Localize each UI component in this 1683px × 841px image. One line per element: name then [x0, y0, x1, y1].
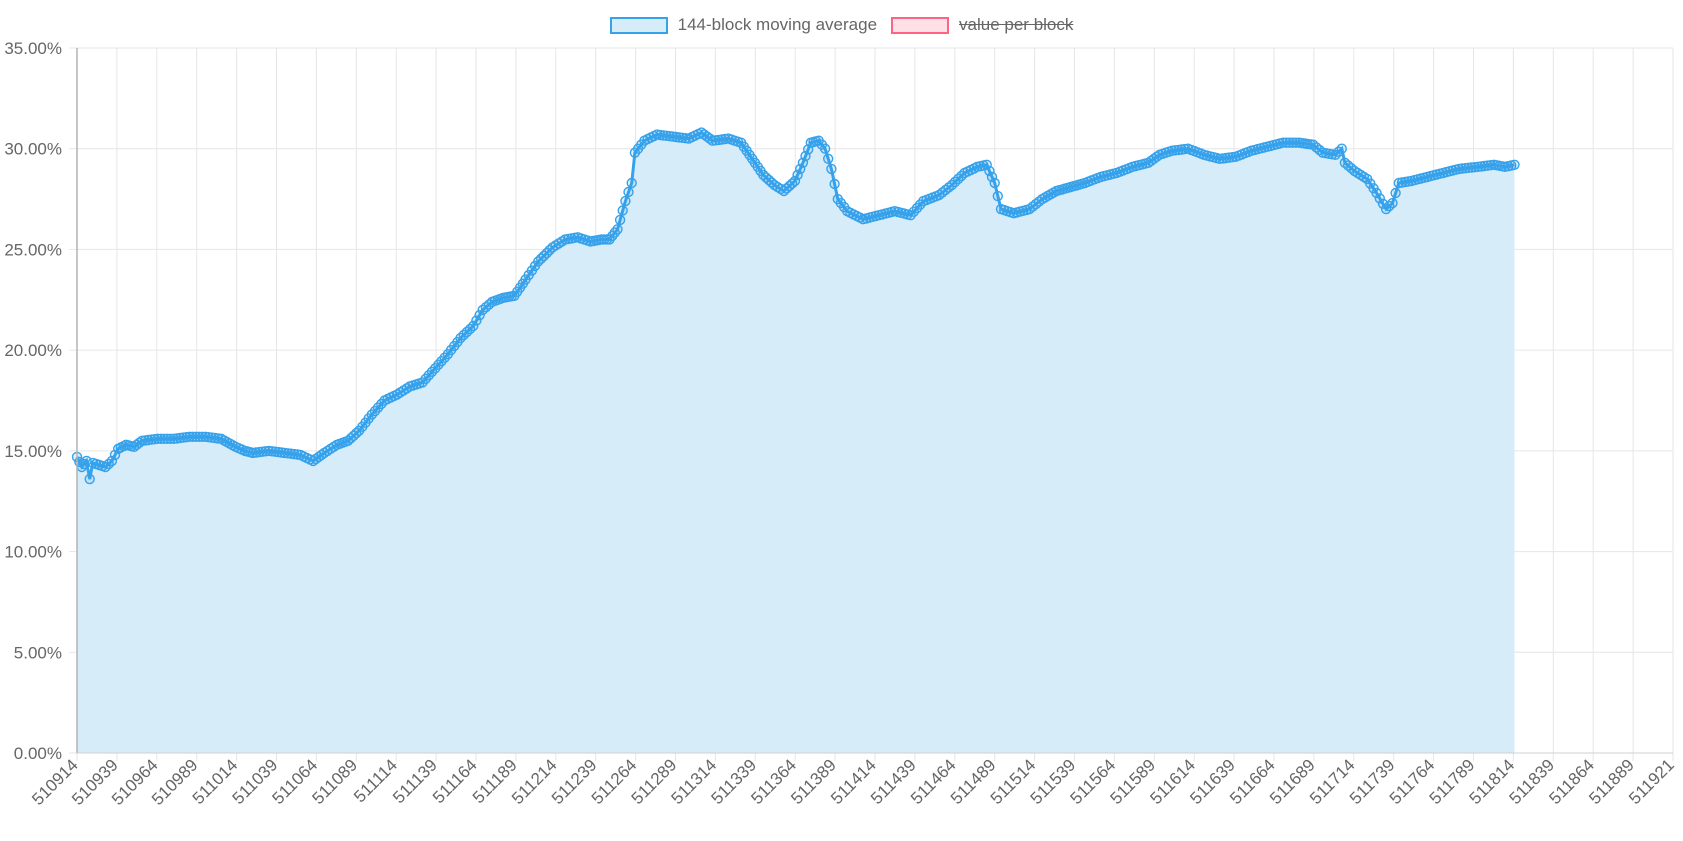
data-point[interactable]: [829, 178, 840, 190]
y-tick-label: 30.00%: [4, 140, 62, 159]
series-area-fill: [77, 132, 1515, 754]
data-point[interactable]: [826, 163, 837, 175]
y-tick-label: 35.00%: [4, 39, 62, 58]
data-point[interactable]: [614, 214, 626, 226]
x-axis-tick-labels: 5109145109395109645109895110145110395110…: [28, 755, 1678, 809]
data-point[interactable]: [984, 165, 995, 177]
chart-legend: 144-block moving average value per block: [0, 12, 1683, 38]
data-point[interactable]: [84, 473, 95, 485]
data-point[interactable]: [612, 224, 623, 235]
data-point[interactable]: [819, 143, 831, 154]
points-layer: [71, 127, 1520, 485]
data-point[interactable]: [792, 169, 803, 181]
y-tick-label: 0.00%: [14, 744, 62, 763]
data-point[interactable]: [789, 175, 801, 187]
legend-label-value-per-block: value per block: [959, 15, 1074, 34]
legend-item-moving-average[interactable]: 144-block moving average: [609, 15, 878, 35]
data-point[interactable]: [468, 320, 479, 332]
data-point[interactable]: [989, 177, 1000, 189]
data-point[interactable]: [626, 177, 637, 189]
data-point[interactable]: [1371, 187, 1382, 199]
data-point[interactable]: [1387, 197, 1398, 209]
data-point[interactable]: [623, 186, 634, 198]
data-point[interactable]: [620, 195, 631, 207]
data-point[interactable]: [823, 153, 834, 165]
data-point[interactable]: [471, 315, 482, 326]
y-tick-label: 5.00%: [14, 643, 62, 662]
axes: [76, 48, 1673, 754]
data-point[interactable]: [1374, 193, 1386, 204]
data-point[interactable]: [1509, 159, 1520, 171]
data-point[interactable]: [617, 205, 628, 216]
legend-swatch-value-per-block: [891, 16, 950, 34]
legend-label-moving-average: 144-block moving average: [677, 15, 878, 34]
y-tick-label: 15.00%: [4, 442, 62, 461]
y-tick-label: 10.00%: [4, 543, 62, 562]
x-tick-label: 511089: [308, 755, 361, 808]
area-layer: [75, 130, 1515, 754]
y-tick-label: 25.00%: [4, 240, 62, 259]
data-point[interactable]: [992, 190, 1003, 202]
legend-swatch-moving-average: [609, 16, 668, 34]
data-point[interactable]: [1336, 143, 1348, 154]
data-point[interactable]: [474, 310, 485, 321]
x-tick-label: 511164: [429, 755, 481, 807]
y-axis-tick-labels: 0.00% 5.00% 10.00% 15.00% 20.00% 25.00% 30.00%…: [4, 39, 62, 763]
legend-item-value-per-block[interactable]: value per block: [891, 15, 1073, 35]
x-tick-label: 511139: [389, 755, 441, 807]
data-point[interactable]: [1390, 187, 1401, 199]
x-tick-label: 511921: [1625, 755, 1678, 808]
y-tick-label: 20.00%: [4, 341, 62, 360]
